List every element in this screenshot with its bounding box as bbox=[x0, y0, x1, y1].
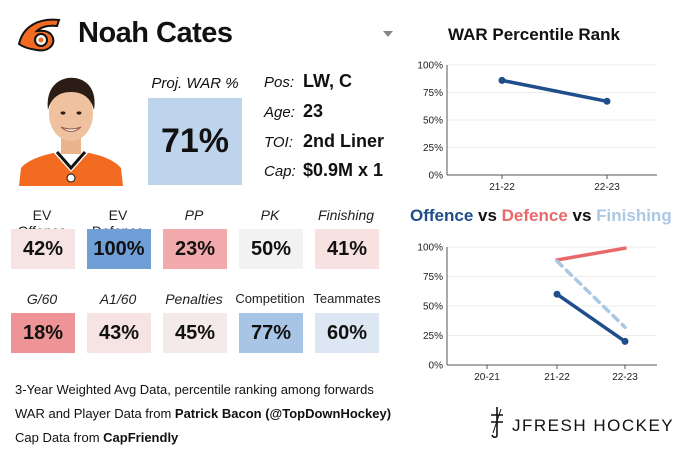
x-tick-label: 20-21 bbox=[474, 372, 500, 383]
pos-value: LW, C bbox=[303, 71, 352, 91]
title-finishing: Finishing bbox=[596, 206, 672, 225]
y-tick-label: 50% bbox=[423, 116, 443, 127]
dropdown-caret-icon[interactable] bbox=[383, 31, 393, 37]
stat-value-competition: 77% bbox=[239, 313, 303, 353]
proj-war-label: Proj. WAR % bbox=[151, 75, 239, 92]
stat-value-g60: 18% bbox=[11, 313, 75, 353]
x-tick-label: 21-22 bbox=[544, 372, 570, 383]
title-vs-1: vs bbox=[473, 206, 502, 225]
defence-series-line bbox=[555, 246, 627, 262]
stat-value-teammates: 60% bbox=[315, 313, 379, 353]
chart-title-war-percentile: WAR Percentile Rank bbox=[448, 25, 620, 44]
stat-value-pk: 50% bbox=[239, 229, 303, 269]
stat-label-pk: PK bbox=[260, 207, 280, 223]
age-value: 23 bbox=[303, 101, 324, 121]
title-defence: Defence bbox=[501, 206, 568, 225]
stat-value-ev-defence: 100% bbox=[87, 229, 151, 269]
stat-label-competition: Competition bbox=[235, 291, 305, 306]
y-tick-label: 0% bbox=[429, 361, 444, 372]
y-tick-label: 50% bbox=[423, 302, 443, 313]
title-vs-2: vs bbox=[567, 206, 597, 225]
y-tick-label: 100% bbox=[417, 61, 443, 72]
x-tick-label: 22-23 bbox=[612, 372, 638, 383]
stat-label-g60: G/60 bbox=[26, 291, 58, 307]
war-percentile-chart: 0% 25% 50% 75% 100% 21-22 22-23 bbox=[417, 61, 657, 193]
cap-value: $0.9M x 1 bbox=[303, 160, 384, 180]
stat-label-a160: A1/60 bbox=[99, 291, 137, 307]
offence-series-point bbox=[553, 290, 561, 298]
player-headshot bbox=[13, 70, 129, 186]
stat-label-finishing: Finishing bbox=[317, 207, 375, 223]
footer-war-source-name: Patrick Bacon (@TopDownHockey) bbox=[174, 406, 392, 421]
stat-label-pp: PP bbox=[184, 207, 204, 223]
stat-value-ev-offence: 42% bbox=[11, 229, 75, 269]
proj-war-value: 71% bbox=[148, 98, 242, 185]
footer-war-source: WAR and Player Data from Patrick Bacon (… bbox=[15, 406, 391, 421]
stat-label-teammates: Teammates bbox=[313, 291, 381, 306]
footer-war-source-prefix: WAR and Player Data from bbox=[15, 406, 175, 421]
y-tick-label: 0% bbox=[429, 171, 444, 182]
offence-defence-finishing-chart: 0% 25% 50% 75% 100% 20-21 21-22 22-23 bbox=[417, 243, 657, 383]
brand-name: JFRESH HOCKEY bbox=[512, 416, 675, 435]
war-series-line bbox=[500, 78, 609, 104]
y-tick-label: 75% bbox=[423, 272, 443, 283]
player-name: Noah Cates bbox=[78, 17, 233, 49]
pos-label: Pos: bbox=[264, 74, 295, 91]
stat-value-a160: 43% bbox=[87, 313, 151, 353]
cap-label: Cap: bbox=[264, 163, 296, 180]
war-series-point bbox=[498, 76, 506, 84]
y-tick-label: 75% bbox=[423, 88, 443, 99]
war-series-point bbox=[603, 97, 611, 105]
offence-series-line bbox=[555, 292, 627, 344]
toi-label: TOI: bbox=[264, 134, 293, 151]
stat-value-penalties: 45% bbox=[163, 313, 227, 353]
x-tick-label: 21-22 bbox=[489, 182, 515, 193]
finishing-series-line bbox=[555, 259, 627, 329]
jfresh-logo-icon bbox=[491, 407, 503, 439]
age-label: Age: bbox=[264, 104, 295, 121]
y-tick-label: 25% bbox=[423, 143, 443, 154]
x-tick-label: 22-23 bbox=[594, 182, 620, 193]
flyers-logo-icon bbox=[17, 18, 61, 52]
footer-cap-source-name: CapFriendly bbox=[103, 430, 179, 445]
chart-title-comparison: Offence vs Defence vs Finishing bbox=[410, 206, 672, 226]
toi-value: 2nd Liner bbox=[303, 131, 385, 151]
stat-value-pp: 23% bbox=[163, 229, 227, 269]
title-offence: Offence bbox=[410, 206, 474, 225]
footer-note: 3-Year Weighted Avg Data, percentile ran… bbox=[15, 382, 374, 397]
stat-value-finishing: 41% bbox=[315, 229, 379, 269]
y-tick-label: 100% bbox=[417, 243, 443, 254]
y-tick-label: 25% bbox=[423, 331, 443, 342]
footer-cap-source-prefix: Cap Data from bbox=[15, 430, 104, 445]
stat-label-penalties: Penalties bbox=[165, 291, 223, 307]
footer-cap-source: Cap Data from CapFriendly bbox=[15, 430, 178, 445]
offence-series-point bbox=[621, 337, 629, 345]
